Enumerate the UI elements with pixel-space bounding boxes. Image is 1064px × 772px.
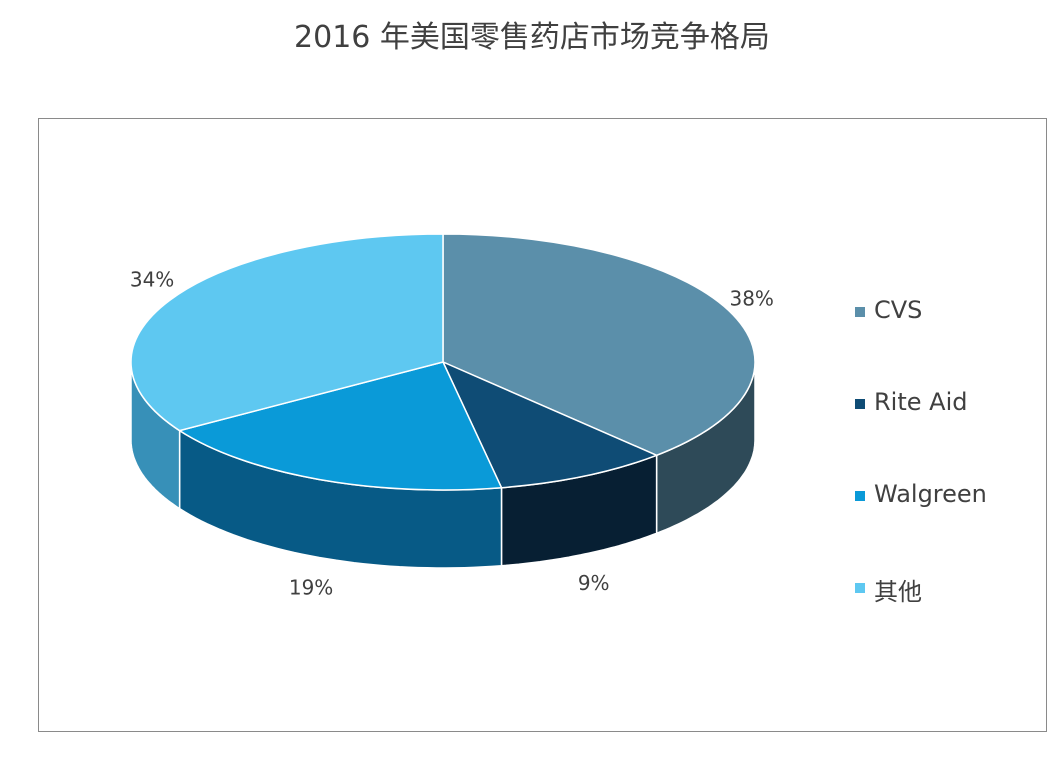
chart-title: 2016 年美国零售药店市场竞争格局	[294, 20, 770, 55]
legend-swatch-cvs	[855, 307, 865, 317]
slice-rite-aid	[441, 360, 659, 489]
legend: CVS Rite Aid Walgreen 其他	[855, 296, 987, 664]
slice-cvs	[442, 233, 756, 457]
legend-item-rite-aid: Rite Aid	[855, 388, 987, 480]
pie-slices	[130, 233, 756, 491]
label-other: 34%	[130, 268, 174, 292]
legend-swatch-rite-aid	[855, 399, 865, 409]
label-rite-aid: 9%	[578, 571, 610, 595]
legend-item-walgreen: Walgreen	[855, 480, 987, 572]
legend-label-rite-aid: Rite Aid	[874, 388, 968, 416]
legend-item-other: 其他	[855, 572, 987, 664]
slice-other	[130, 233, 444, 432]
slice-walgreen	[177, 361, 503, 491]
label-walgreen: 19%	[289, 576, 333, 600]
chart-frame	[38, 118, 1047, 732]
legend-item-cvs: CVS	[855, 296, 987, 388]
legend-swatch-walgreen	[855, 491, 865, 501]
pie-labels: 38% 9% 19% 34%	[130, 268, 774, 600]
legend-swatch-other	[855, 583, 865, 593]
legend-label-walgreen: Walgreen	[874, 480, 987, 508]
label-cvs: 38%	[729, 287, 773, 311]
legend-label-cvs: CVS	[874, 296, 923, 324]
legend-label-other: 其他	[874, 578, 922, 606]
